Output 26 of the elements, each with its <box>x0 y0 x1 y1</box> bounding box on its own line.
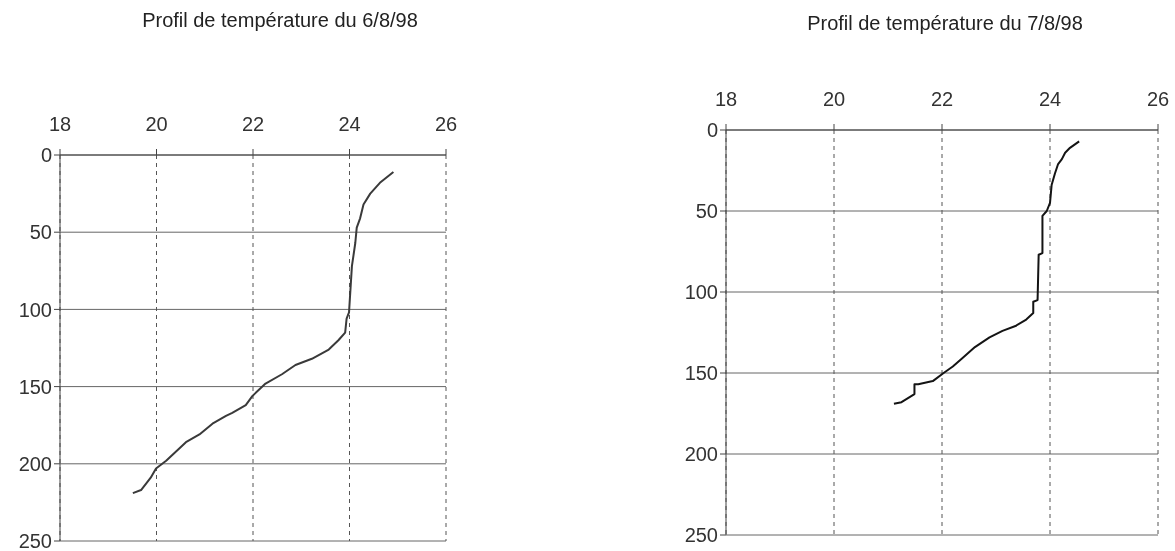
x-tick-label: 24 <box>1038 88 1062 110</box>
x-tick-label: 22 <box>241 113 265 135</box>
y-tick-label: 0 <box>706 119 718 142</box>
y-tick-label: 200 <box>18 452 52 475</box>
x-tick-label: 26 <box>1146 88 1170 110</box>
y-tick-label: 50 <box>29 221 52 244</box>
y-tick-label: 250 <box>684 524 718 547</box>
line-series <box>892 140 1081 405</box>
y-tick-label: 200 <box>684 443 718 466</box>
line-series <box>131 170 395 495</box>
y-tick-label: 50 <box>695 200 718 223</box>
y-tick-label: 150 <box>684 362 718 385</box>
x-tick-label: 26 <box>434 113 458 135</box>
x-tick-label: 20 <box>145 113 168 135</box>
y-tick-label: 0 <box>40 144 52 167</box>
x-tick-label: 22 <box>930 88 954 110</box>
y-tick-label: 150 <box>18 375 52 398</box>
x-tick-label: 18 <box>48 113 72 135</box>
chart-title: Profil de température du 7/8/98 <box>806 12 1084 35</box>
x-tick-label: 20 <box>822 88 846 110</box>
y-tick-label: 100 <box>684 281 718 304</box>
y-tick-label: 100 <box>18 298 52 321</box>
x-tick-label: 24 <box>338 113 361 135</box>
chart-title: Profil de température du 6/8/98 <box>141 9 419 32</box>
x-tick-label: 18 <box>714 88 738 110</box>
y-tick-label: 250 <box>18 530 52 551</box>
